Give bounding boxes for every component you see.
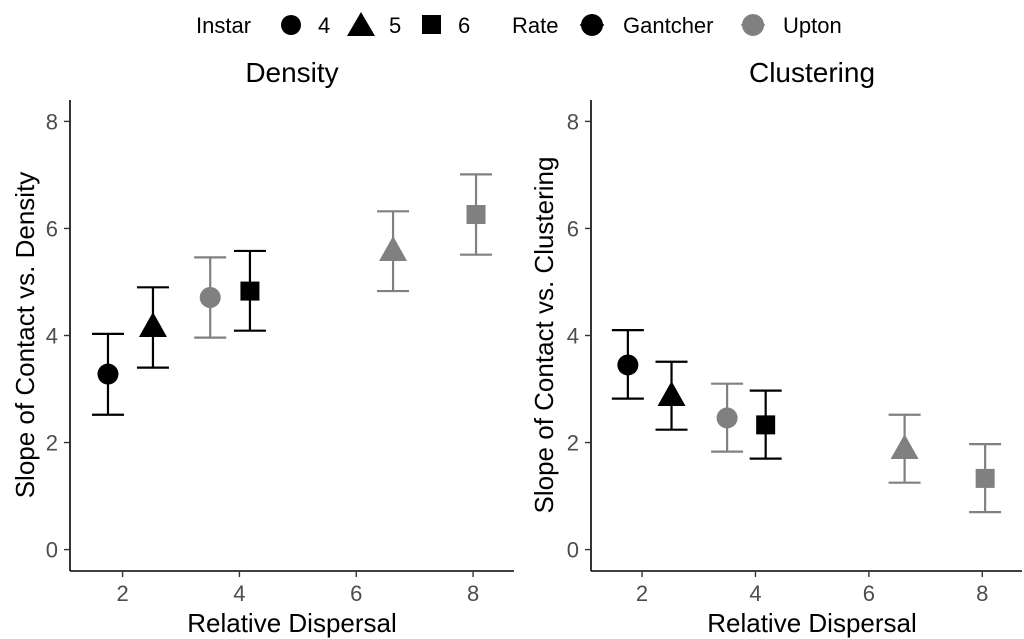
legend-rate-marker-0: [581, 14, 603, 36]
data-marks-density: [91, 173, 493, 416]
legend-triangle-marker: [347, 12, 375, 36]
legend-circle-marker: [281, 15, 301, 35]
legend-rate-item-0: Gantcher: [580, 13, 714, 38]
data-point-triangle: [138, 312, 167, 338]
xlabel-density: Relative Dispersal: [187, 608, 397, 638]
legend-rate-item-1: Upton: [741, 13, 842, 38]
legend-rate-label-0: Gantcher: [623, 13, 714, 38]
x-tick-label: 4: [749, 581, 761, 606]
y-tick-label: 0: [567, 538, 579, 563]
y-tick-label: 4: [567, 324, 579, 349]
data-marks-clustering: [611, 329, 1002, 514]
y-tick-label: 6: [567, 216, 579, 241]
data-point-circle: [97, 363, 119, 385]
legend-instar-label-1: 5: [389, 13, 401, 38]
panel-density: Density Slope of Contact vs. Density Rel…: [10, 57, 514, 638]
y-tick-label: 2: [46, 431, 58, 456]
data-point-circle: [617, 354, 639, 376]
y-tick-label: 0: [46, 538, 58, 563]
data-point-triangle: [657, 381, 686, 407]
legend-instar-label-2: 6: [458, 13, 470, 38]
legend-instar-item-0: 4: [281, 13, 330, 38]
data-point-triangle: [379, 236, 408, 262]
x-tick-label: 8: [976, 581, 988, 606]
x-tick-label: 2: [116, 581, 128, 606]
x-tick-label: 8: [467, 581, 479, 606]
x-tick-label: 2: [636, 581, 648, 606]
y-tick-label: 8: [46, 109, 58, 134]
legend: Instar 4 5 6 Rate Gantcher U: [196, 12, 842, 38]
xlabel-clustering: Relative Dispersal: [707, 608, 917, 638]
data-point-square: [466, 205, 486, 225]
data-point-circle: [199, 286, 221, 308]
data-point-triangle: [890, 434, 919, 460]
data-point-square: [975, 468, 995, 488]
legend-instar-label-0: 4: [318, 13, 330, 38]
y-tick-label: 8: [567, 109, 579, 134]
axis-ticks-density: 0 2 4 6 8 2 4 6 8: [46, 109, 479, 606]
y-tick-label: 4: [46, 324, 58, 349]
panel-title-density: Density: [245, 57, 338, 88]
x-tick-label: 6: [350, 581, 362, 606]
panel-title-clustering: Clustering: [749, 57, 875, 88]
ylabel-clustering: Slope of Contact vs. Clustering: [529, 157, 559, 514]
axis-ticks-clustering: 0 2 4 6 8 2 4 6 8: [567, 109, 989, 606]
ylabel-density: Slope of Contact vs. Density: [10, 172, 40, 499]
legend-instar-title: Instar: [196, 13, 251, 38]
x-tick-label: 4: [233, 581, 245, 606]
legend-rate-marker-1: [742, 14, 764, 36]
y-tick-label: 6: [46, 216, 58, 241]
x-tick-label: 6: [863, 581, 875, 606]
legend-rate-label-1: Upton: [783, 13, 842, 38]
legend-square-marker: [422, 15, 441, 34]
legend-instar-item-2: 6: [422, 13, 470, 38]
data-point-circle: [716, 407, 738, 429]
y-tick-label: 2: [567, 431, 579, 456]
data-point-square: [240, 281, 260, 301]
legend-instar-item-1: 5: [347, 12, 401, 38]
data-point-square: [756, 415, 776, 435]
panel-clustering: Clustering Slope of Contact vs. Clusteri…: [529, 57, 1022, 638]
legend-rate-title: Rate: [512, 13, 558, 38]
